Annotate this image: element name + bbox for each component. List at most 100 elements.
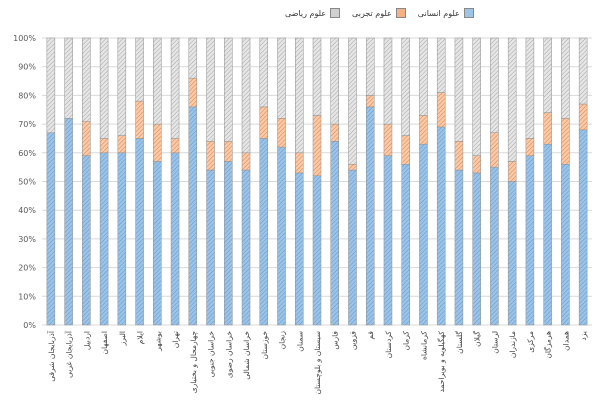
bar-segment-humanities xyxy=(224,161,233,326)
bar-segment-experimental xyxy=(82,120,91,156)
x-tick-label: اصفهان xyxy=(100,331,109,355)
bar-segment-math xyxy=(419,37,428,116)
bar-segment-experimental xyxy=(188,77,198,108)
bar-segment-math xyxy=(82,37,91,122)
bar-segment-humanities xyxy=(312,175,322,326)
bar-segment-math xyxy=(259,37,269,108)
x-tick-label: بوشهر xyxy=(153,331,162,352)
bar-segment-humanities xyxy=(578,129,588,326)
bar-segment-math xyxy=(490,37,499,133)
bar-segment-math xyxy=(543,37,552,113)
bar-segment-humanities xyxy=(135,138,144,326)
legend-swatch-experimental xyxy=(395,8,406,18)
bar-segment-math xyxy=(401,37,410,136)
legend-swatch-humanities xyxy=(463,8,474,18)
bar-segment-humanities xyxy=(365,106,375,326)
x-tick-label: ایلام xyxy=(136,331,145,344)
bar-segment-experimental xyxy=(153,123,162,162)
x-tick-label: گلستان xyxy=(455,331,464,354)
bars xyxy=(46,37,588,326)
y-tick-label: 20% xyxy=(18,264,36,273)
bar-segment-humanities xyxy=(117,152,127,326)
x-tick-label: همدان xyxy=(561,331,570,351)
y-tick-label: 60% xyxy=(18,149,36,158)
x-tick-label: خراسان شمالی xyxy=(242,331,251,380)
bar-segment-experimental xyxy=(135,100,144,139)
bar-segment-humanities xyxy=(543,143,552,326)
bar-segment-math xyxy=(348,37,357,165)
x-tick-label: هرمزگان xyxy=(544,331,553,359)
bar-segment-humanities xyxy=(206,169,215,326)
bar-segment-experimental xyxy=(330,123,339,142)
x-tick-label: خراسان رضوی xyxy=(224,331,233,378)
bar-segment-math xyxy=(46,37,56,133)
bar-segment-math xyxy=(507,37,517,162)
bar-segment-humanities xyxy=(561,164,570,326)
y-tick-label: 40% xyxy=(18,206,36,215)
bar-segment-humanities xyxy=(241,169,251,326)
bar-segment-math xyxy=(117,37,127,136)
y-tick-label: 90% xyxy=(18,63,36,72)
bar-segment-experimental xyxy=(472,155,481,174)
bar-segment-math xyxy=(365,37,375,96)
bar-segment-humanities xyxy=(46,132,56,326)
bar-segment-humanities xyxy=(507,181,517,326)
x-tick-label: اردبیل xyxy=(82,331,91,350)
bar-segment-math xyxy=(99,37,109,139)
bar-segment-math xyxy=(525,37,535,139)
bar-segment-math xyxy=(277,37,286,119)
legend-swatch-math xyxy=(330,8,341,18)
x-tick-label: گیلان xyxy=(473,331,482,347)
legend-item-experimental: علوم تجربی xyxy=(352,8,406,18)
bar-segment-experimental xyxy=(312,115,322,177)
bar-segment-humanities xyxy=(436,126,446,326)
legend-label-humanities: علوم انسانی xyxy=(417,8,460,18)
bar-segment-experimental xyxy=(170,138,180,154)
bar-segment-experimental xyxy=(348,164,357,171)
bar-segment-experimental xyxy=(490,132,499,168)
bar-segment-humanities xyxy=(330,141,339,326)
bar-segment-math xyxy=(188,37,198,79)
y-tick-label: 30% xyxy=(18,235,36,244)
x-tick-label: زنجان xyxy=(278,331,287,350)
bar-segment-math xyxy=(206,37,215,142)
bar-segment-experimental xyxy=(419,115,428,145)
x-tick-label: کردستان xyxy=(384,331,393,359)
bar-segment-math xyxy=(241,37,251,154)
bar-segment-humanities xyxy=(401,164,410,326)
bar-segment-experimental xyxy=(525,138,535,156)
x-tick-label: مرکزی xyxy=(526,331,535,353)
x-tick-label: کرمانشاه xyxy=(419,331,428,360)
y-tick-label: 10% xyxy=(18,292,36,301)
y-tick-label: 70% xyxy=(18,120,36,129)
x-tick-label: مازندران xyxy=(508,331,517,358)
legend: علوم انسانی علوم تجربی علوم ریاضی xyxy=(285,8,474,18)
bar-segment-math xyxy=(436,37,446,93)
bar-segment-humanities xyxy=(383,155,393,326)
bar-segment-experimental xyxy=(117,135,127,154)
bar-segment-math xyxy=(64,37,73,119)
bar-segment-math xyxy=(135,37,144,102)
bar-segment-experimental xyxy=(401,135,410,165)
x-tick-label: البرز xyxy=(118,331,127,346)
x-tick-label: کهگیلویه و بویراحمد xyxy=(437,331,446,393)
bar-segment-humanities xyxy=(525,155,535,326)
bar-segment-math xyxy=(454,37,464,142)
x-tick-label: سیستان و بلوچستان xyxy=(313,331,322,395)
x-tick-label: قم xyxy=(366,331,375,340)
bar-segment-humanities xyxy=(188,106,198,326)
bar-segment-math xyxy=(383,37,393,125)
legend-label-experimental: علوم تجربی xyxy=(352,8,392,18)
bar-segment-experimental xyxy=(206,141,215,171)
bar-segment-humanities xyxy=(99,152,109,326)
x-tick-label: یزد xyxy=(579,331,588,341)
bar-segment-experimental xyxy=(561,118,570,165)
bar-segment-experimental xyxy=(277,118,286,148)
bar-segment-experimental xyxy=(436,92,446,128)
x-tick-label: لرستان xyxy=(490,331,499,354)
bar-segment-humanities xyxy=(64,118,73,326)
legend-label-math: علوم ریاضی xyxy=(285,8,327,18)
bar-segment-humanities xyxy=(259,138,269,326)
x-tick-label: چهارمحال و بختیاری xyxy=(189,331,198,394)
